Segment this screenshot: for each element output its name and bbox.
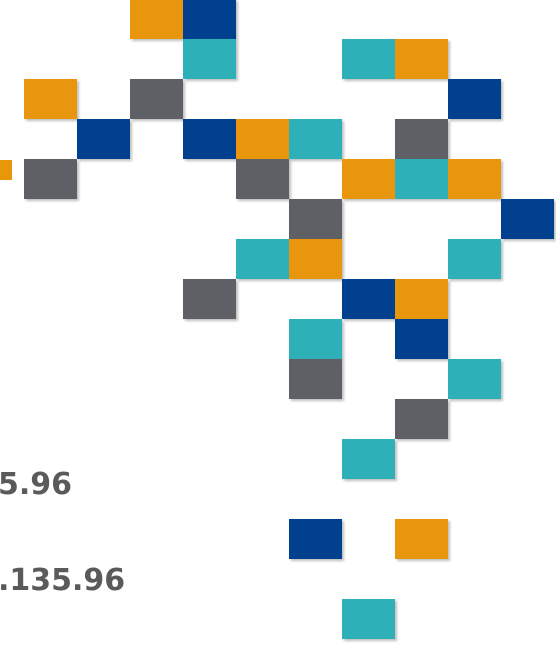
- tile: [448, 159, 501, 199]
- tile: [236, 159, 289, 199]
- tile: [236, 239, 289, 279]
- tile: [501, 199, 554, 239]
- tile-sliver: [0, 160, 12, 180]
- tile: [183, 39, 236, 79]
- tile: [289, 119, 342, 159]
- tile: [24, 159, 77, 199]
- ip-text: .135.96: [0, 566, 125, 596]
- tile: [183, 119, 236, 159]
- tile: [395, 39, 448, 79]
- tile: [236, 119, 289, 159]
- tile: [448, 359, 501, 399]
- tile: [448, 79, 501, 119]
- tile: [342, 159, 395, 199]
- tile: [395, 519, 448, 559]
- tile: [289, 359, 342, 399]
- tile: [183, 279, 236, 319]
- tile: [395, 159, 448, 199]
- tile: [342, 599, 395, 639]
- tile: [77, 119, 130, 159]
- tile: [130, 79, 183, 119]
- tile: [448, 239, 501, 279]
- tile: [289, 519, 342, 559]
- tile: [395, 399, 448, 439]
- tile: [395, 119, 448, 159]
- tile: [342, 279, 395, 319]
- tile: [342, 439, 395, 479]
- page: 5.96 .135.96 (() => { const data = JSON.…: [0, 0, 556, 654]
- tile: [130, 0, 183, 39]
- tile: [395, 319, 448, 359]
- tile: [395, 279, 448, 319]
- tile: [342, 39, 395, 79]
- tile: [183, 0, 236, 39]
- tile: [289, 319, 342, 359]
- tile: [289, 199, 342, 239]
- mosaic: [0, 0, 556, 654]
- tile: [24, 79, 77, 119]
- tile: [289, 239, 342, 279]
- ip-text: 5.96: [0, 470, 72, 500]
